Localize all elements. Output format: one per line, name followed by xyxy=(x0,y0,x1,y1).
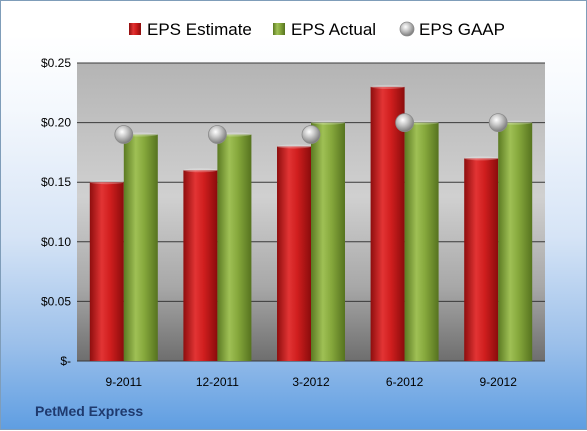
bar-top-highlight xyxy=(277,144,311,149)
x-tick-label: 12-2011 xyxy=(196,375,239,389)
x-axis-ticks: 9-2011 12-2011 3-2012 6-2012 9-2012 xyxy=(106,375,518,389)
bar-top-highlight xyxy=(89,180,124,185)
bar-top-highlight xyxy=(370,84,405,89)
bars xyxy=(89,84,533,361)
legend-eps-actual: EPS Actual xyxy=(291,20,376,39)
y-tick-label: $0.05 xyxy=(41,294,71,308)
eps-estimate-bar xyxy=(464,158,499,361)
legend-eps-estimate: EPS Estimate xyxy=(147,20,252,39)
x-tick-label: 6-2012 xyxy=(386,375,424,389)
x-tick-label: 9-2012 xyxy=(480,375,518,389)
y-tick-label: $0.10 xyxy=(41,235,71,249)
eps-estimate-bar xyxy=(89,182,124,361)
eps-gaap-marker xyxy=(488,113,508,132)
company-label: PetMed Express xyxy=(35,403,143,419)
x-tick-label: 3-2012 xyxy=(292,375,330,389)
y-tick-label: $0.25 xyxy=(41,56,71,70)
legend-swatch xyxy=(273,23,285,35)
y-tick-label: $0.20 xyxy=(41,116,71,130)
legend-eps-gaap: EPS GAAP xyxy=(419,20,505,39)
legend-marker-swatch xyxy=(399,21,415,37)
eps-actual-bar xyxy=(217,134,252,361)
eps-gaap-marker xyxy=(395,113,415,132)
gaap-markers xyxy=(114,113,508,144)
bar-top-highlight xyxy=(464,156,499,161)
eps-actual-bar xyxy=(498,122,533,361)
bar-top-highlight xyxy=(183,168,218,173)
x-tick-label: 9-2011 xyxy=(106,375,143,389)
legend-swatch xyxy=(129,23,141,35)
y-tick-label: $- xyxy=(60,354,71,368)
eps-actual-bar xyxy=(311,122,345,361)
eps-gaap-marker xyxy=(207,125,227,144)
bar-top-highlight xyxy=(311,120,345,125)
eps-estimate-bar xyxy=(277,146,311,361)
eps-gaap-marker xyxy=(301,125,321,144)
eps-estimate-bar xyxy=(370,86,405,361)
eps-actual-bar xyxy=(123,134,158,361)
eps-gaap-marker xyxy=(114,125,134,144)
eps-actual-bar xyxy=(404,122,439,361)
y-axis-ticks: $- $0.05 $0.10 $0.15 $0.20 $0.25 xyxy=(41,56,71,368)
legend: EPS Estimate EPS Actual EPS GAAP xyxy=(129,20,505,39)
eps-estimate-bar xyxy=(183,170,218,361)
y-tick-label: $0.15 xyxy=(41,175,71,189)
